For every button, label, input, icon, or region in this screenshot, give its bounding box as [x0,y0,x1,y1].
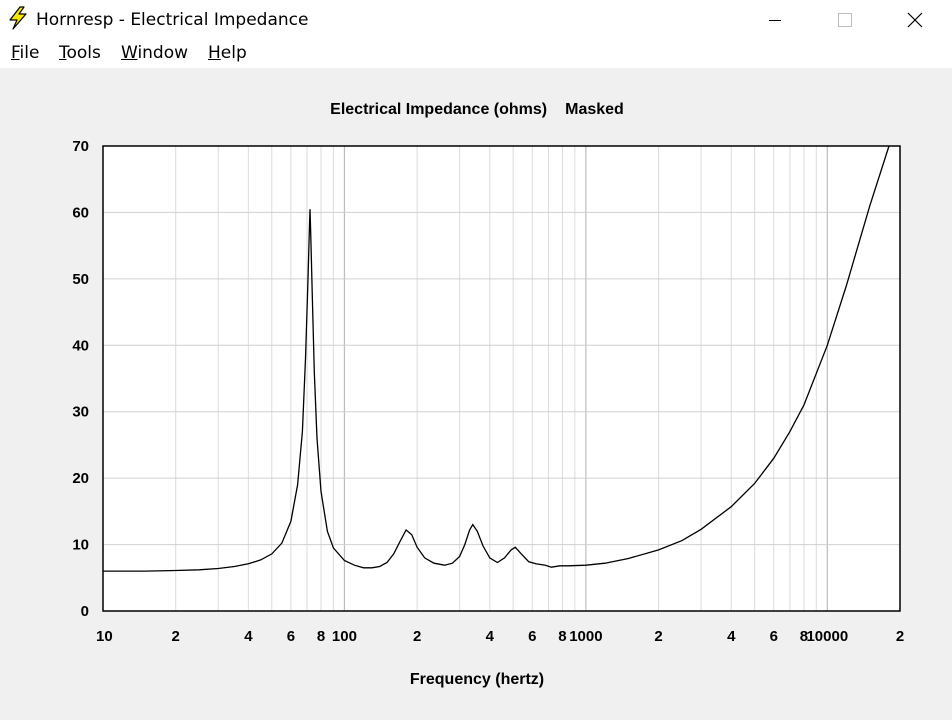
y-tick-label: 30 [72,404,89,421]
y-tick-label: 0 [81,603,89,620]
window-title: Hornresp - Electrical Impedance [36,10,309,30]
x-tick-label: 4 [486,628,495,645]
x-tick-label: 6 [770,628,778,645]
menu-tools-mnemonic: T [59,43,67,63]
menu-tools-label: ools [66,43,101,63]
x-tick-label: 2 [896,628,904,645]
menu-help-mnemonic: H [208,43,221,63]
x-tick-label: 8 [558,628,566,645]
x-tick-label: 10000 [806,628,848,645]
impedance-curve [103,145,890,572]
menu-bar: File Tools Window Help [0,40,952,68]
menu-file-label: ile [19,43,40,63]
menu-help-label: elp [220,43,247,63]
y-tick-label: 60 [72,204,89,221]
impedance-chart-panel: Electrical Impedance (ohms) Masked 0 10 20 3… [0,68,952,716]
minimize-icon [769,20,781,21]
x-tick-label: 6 [528,628,536,645]
x-tick-label: 2 [172,628,180,645]
menu-window[interactable]: Window [121,43,188,63]
x-tick-label: 1000 [569,628,602,645]
menu-window-label: indow [137,43,189,63]
x-tick-label: 8 [800,628,808,645]
y-tick-label: 10 [72,537,89,554]
y-axis-tick-labels: 0 10 20 30 40 50 60 70 [72,138,89,620]
close-icon [907,12,923,28]
menu-help[interactable]: Help [208,43,247,63]
y-tick-label: 20 [72,470,89,487]
plot-frame [102,145,901,612]
impedance-chart: Electrical Impedance (ohms) Masked 0 10 20 3… [72,101,904,688]
x-tick-label: 2 [654,628,662,645]
close-button[interactable] [892,0,938,40]
x-tick-label: 6 [287,628,295,645]
title-bar: Hornresp - Electrical Impedance [0,0,952,40]
maximize-icon [838,13,852,27]
menu-file[interactable]: File [11,43,39,63]
chart-title: Electrical Impedance (ohms) Masked [330,101,624,118]
x-tick-label: 8 [317,628,325,645]
y-tick-label: 40 [72,337,89,354]
x-axis-label: Frequency (hertz) [410,671,544,688]
menu-tools[interactable]: Tools [59,43,101,63]
plot-area [103,146,900,611]
x-tick-label: 2 [413,628,421,645]
minimize-button[interactable] [752,0,798,40]
lightning-bolt-icon [6,6,30,30]
x-tick-label: 4 [244,628,253,645]
grid-lines [103,146,900,611]
y-tick-label: 70 [72,138,89,155]
menu-file-mnemonic: F [11,43,20,63]
y-tick-label: 50 [72,271,89,288]
chart-title-suffix: Masked [565,101,624,118]
x-tick-label: 10 [96,628,113,645]
menu-window-mnemonic: W [121,43,138,63]
x-tick-label: 100 [332,628,357,645]
chart-title-text: Electrical Impedance (ohms) [330,101,547,118]
maximize-button[interactable] [822,0,868,40]
x-tick-label: 4 [727,628,736,645]
